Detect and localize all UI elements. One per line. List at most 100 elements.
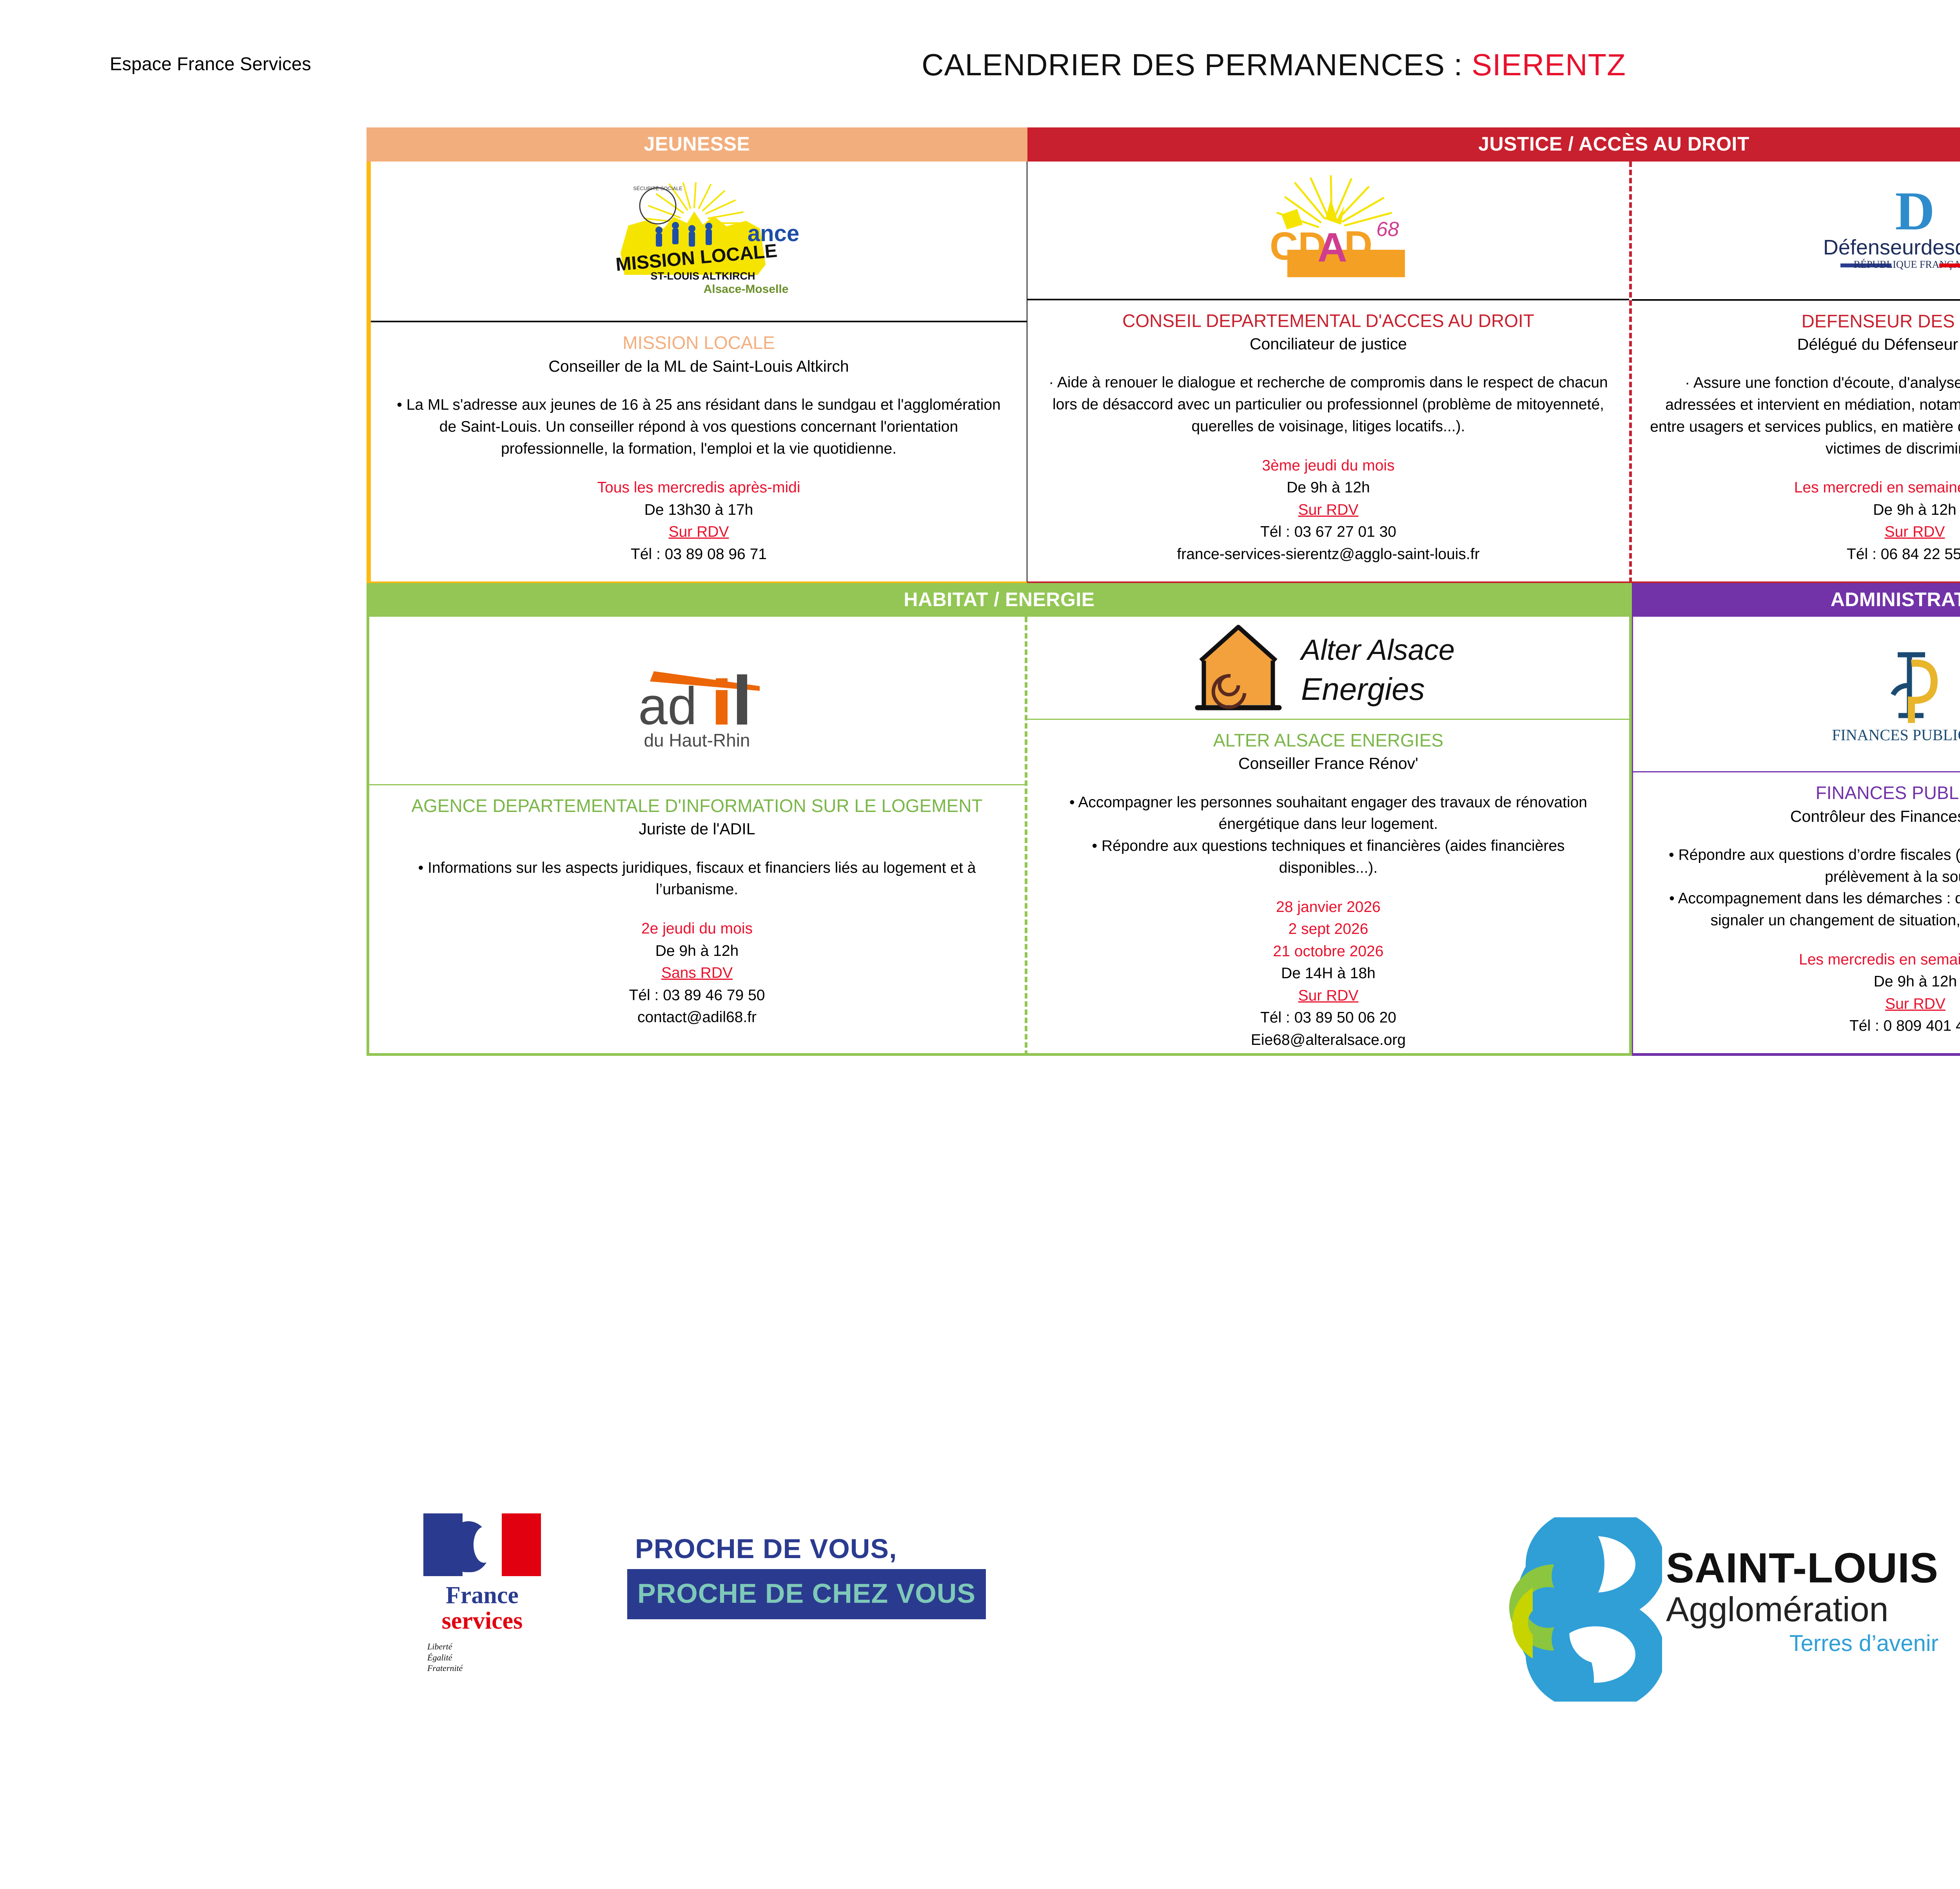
page-footer: France services Liberté Égalité Fraterni… [0, 1509, 1960, 1729]
adil-content: AGENCE DEPARTEMENTALE D'INFORMATION SUR … [369, 785, 1025, 1053]
defenseur-logo-area: D Défenseurdesdroits RÉPUBLIQUE FRANÇAIS… [1632, 162, 1960, 301]
category-band-administration: ADMINISTRATION [1632, 583, 1960, 617]
page-title: CALENDRIER DES PERMANENCES : SIERENTZ [0, 47, 1960, 83]
cdad-logo-area: CD A D 68 [1027, 162, 1629, 300]
mission-locale-logo: SÉCURITÉ SOCIALE ance MISSION LOCALE ST-… [615, 182, 799, 296]
finances-schedule-highlight: Les mercredis en semaines paires [1799, 951, 1960, 968]
mission-locale-schedule-hours: De 13h30 à 17h [644, 501, 753, 518]
cdad-title: CONSEIL DEPARTEMENTAL D'ACCES AU DROIT [1122, 310, 1534, 331]
adil-email: contact@adil68.fr [637, 1009, 757, 1026]
defenseur-schedule: Les mercredi en semaines impaires De 9h … [1649, 477, 1960, 565]
mission-locale-description: • La ML s'adresse aux jeunes de 16 à 25 … [397, 396, 1001, 457]
cell-cdad: CD A D 68 CONSEIL DEPARTEMENTAL D'ACCES … [1027, 161, 1632, 583]
defenseur-role: Délégué du Défenseur des droits [1797, 335, 1960, 354]
finances-schedule-rdv: Sur RDV [1885, 995, 1945, 1012]
french-flag-icon [423, 1513, 541, 1576]
cell-defenseur-des-droits: D Défenseurdesdroits RÉPUBLIQUE FRANÇAIS… [1632, 161, 1960, 583]
motto-liberte: Liberté [427, 1642, 452, 1651]
cdad-role: Conciliateur de justice [1249, 335, 1407, 353]
defenseur-d-letter: D [1895, 183, 1935, 242]
mission-locale-role: Conseiller de la ML de Saint-Louis Altki… [548, 357, 849, 375]
agglo-wordmark: SAINT-LOUIS Agglomération Terres d’aveni… [1666, 1547, 1938, 1657]
finances-schedule-hours: De 9h à 12h [1873, 973, 1957, 990]
alter-alsace-schedule-rdv: Sur RDV [1298, 987, 1359, 1004]
cells-row-1: SÉCURITÉ SOCIALE ance MISSION LOCALE ST-… [367, 161, 1960, 583]
alsace-moselle-text: Alsace-Moselle [703, 283, 788, 296]
cdad-text-a: A [1318, 225, 1347, 271]
agglo-tagline: Terres d’avenir [1789, 1631, 1939, 1657]
alter-alsace-email: Eie68@alteralsace.org [1250, 1032, 1406, 1048]
category-band-row-1: JEUNESSE JUSTICE / ACCÈS AU DROIT [367, 127, 1960, 162]
defenseur-wordmark: Défenseurdesdroits [1823, 236, 1960, 259]
cdad-description: · Aide à renouer le dialogue et recherch… [1049, 374, 1608, 435]
slogan-line-1: PROCHE DE VOUS, [635, 1533, 897, 1564]
energies-text: Energies [1301, 672, 1425, 707]
defenseur-schedule-highlight: Les mercredi en semaines impaires [1794, 479, 1960, 496]
cell-finances-publiques: FINANCES PUBLIQUES FINANCES PUBLIQUES Co… [1632, 617, 1960, 1056]
finances-publiques-logo-area: FINANCES PUBLIQUES [1633, 617, 1960, 773]
adil-phone: Tél : 03 89 46 79 50 [629, 986, 765, 1004]
adil-schedule-rdv: Sans RDV [661, 964, 733, 982]
cell-mission-locale: SÉCURITÉ SOCIALE ance MISSION LOCALE ST-… [367, 161, 1027, 583]
alter-alsace-phone: Tél : 03 89 50 06 20 [1260, 1009, 1396, 1026]
finances-title: FINANCES PUBLIQUES [1815, 783, 1960, 803]
cdad-schedule-rdv: Sur RDV [1298, 501, 1359, 518]
cells-row-2: ad du Haut-Rhin AGENCE DEPARTEMENTALE D'… [367, 617, 1960, 1056]
france-wordmark: France [446, 1582, 519, 1609]
cdad68-logo: CD A D 68 [1270, 175, 1405, 277]
st-louis-altkirch-text: ST-LOUIS ALTKIRCH [650, 270, 755, 282]
mission-locale-schedule: Tous les mercredis après-midi De 13h30 à… [388, 477, 1009, 565]
cell-alter-alsace-energies: Alter Alsace Energies ALTER ALSACE ENERG… [1027, 617, 1632, 1056]
cdad-schedule: 3ème jeudi du mois De 9h à 12h Sur RDV T… [1045, 455, 1612, 566]
category-band-jeunesse: JEUNESSE [367, 127, 1027, 162]
brand-partial-text: ance [747, 221, 799, 246]
cdad-phone: Tél : 03 67 27 01 30 [1260, 523, 1396, 541]
alter-alsace-text: Alter Alsace [1299, 634, 1455, 666]
mission-locale-phone: Tél : 03 89 08 96 71 [631, 545, 767, 563]
alter-alsace-date-2: 2 sept 2026 [1288, 921, 1368, 938]
alter-alsace-energies-logo: Alter Alsace Energies [1195, 625, 1455, 710]
saint-louis-agglomeration-logo: SAINT-LOUIS Agglomération Terres d’aveni… [1474, 1509, 1960, 1713]
finances-description: • Répondre aux questions d’ordre fiscale… [1669, 846, 1960, 929]
cdad-text-cd: CD [1270, 224, 1326, 268]
alter-alsace-role: Conseiller France Rénov' [1238, 754, 1419, 773]
mission-locale-schedule-rdv: Sur RDV [668, 523, 729, 541]
alter-alsace-title: ALTER ALSACE ENERGIES [1213, 730, 1444, 750]
finances-publiques-wordmark: FINANCES PUBLIQUES [1832, 726, 1960, 744]
page-title-city: SIERENTZ [1472, 47, 1626, 82]
alter-alsace-content: ALTER ALSACE ENERGIES Conseiller France … [1027, 720, 1629, 1067]
finances-schedule: Les mercredis en semaines paires De 9h à… [1650, 949, 1960, 1037]
finances-role: Contrôleur des Finances Publiques [1790, 807, 1960, 825]
adil-logo-area: ad du Haut-Rhin [369, 617, 1025, 785]
espace-france-services-label: Espace France Services [110, 53, 311, 74]
agglo-mark-icon [1509, 1517, 1662, 1702]
finances-phone: Tél : 0 809 401 401 [1849, 1017, 1960, 1035]
adil-schedule-highlight: 2e jeudi du mois [641, 920, 753, 937]
cdad-schedule-hours: De 9h à 12h [1287, 479, 1370, 496]
adil-wordmark-ad: ad [638, 676, 697, 736]
category-band-row-2: HABITAT / ENERGIE ADMINISTRATION [367, 583, 1960, 617]
table-row-2: HABITAT / ENERGIE ADMINISTRATION ad du H… [367, 583, 1960, 1056]
flag-blue-band [423, 1513, 463, 1576]
defenseur-schedule-rdv: Sur RDV [1884, 523, 1945, 541]
alter-alsace-date-1: 28 janvier 2026 [1276, 898, 1381, 915]
adil-haut-rhin-logo: ad du Haut-Rhin [638, 671, 760, 750]
motto-egalite: Égalité [427, 1652, 452, 1662]
flag-white-band-marianne [463, 1513, 502, 1576]
adil-role: Juriste de l'ADIL [639, 820, 755, 838]
category-band-habitat: HABITAT / ENERGIE [367, 583, 1632, 617]
cdad-email: france-services-sierentz@agglo-saint-lou… [1177, 545, 1480, 563]
agglo-name: SAINT-LOUIS [1666, 1544, 1939, 1591]
page-header: Espace France Services CALENDRIER DES PE… [0, 0, 1960, 82]
defenseur-phone: Tél : 06 84 22 55 83 [1847, 545, 1960, 563]
finances-publiques-logo: FINANCES PUBLIQUES [1832, 652, 1960, 744]
cell-adil: ad du Haut-Rhin AGENCE DEPARTEMENTALE D'… [367, 617, 1027, 1056]
alter-alsace-description: • Accompagner les personnes souhaitant e… [1069, 794, 1587, 876]
mission-locale-content: MISSION LOCALE Conseiller de la ML de Sa… [371, 322, 1027, 581]
alter-alsace-date-3: 21 octobre 2026 [1273, 943, 1384, 960]
agglo-subtitle: Agglomération [1666, 1590, 1889, 1629]
cdad-schedule-highlight: 3ème jeudi du mois [1262, 457, 1395, 474]
mission-locale-title: MISSION LOCALE [622, 332, 775, 353]
